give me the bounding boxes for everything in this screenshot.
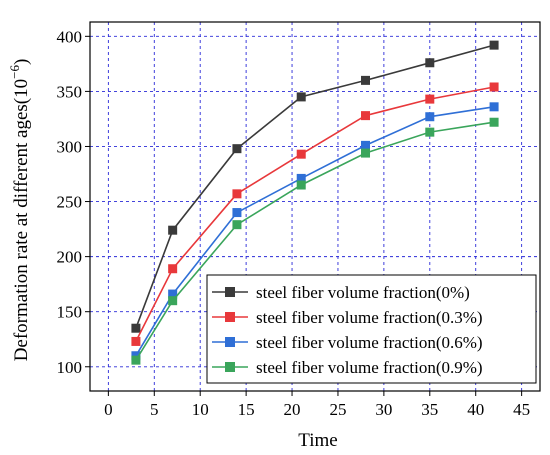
data-point xyxy=(361,148,371,158)
data-point xyxy=(232,189,242,199)
y-tick-label: 400 xyxy=(57,27,83,46)
data-point xyxy=(425,127,435,137)
data-point xyxy=(489,82,499,92)
axis-ticks: 0 5 10 15 20 25 30 35 40 45 100 150 200 250 300 350 400 xyxy=(57,27,531,419)
data-point xyxy=(361,111,371,121)
data-point xyxy=(168,264,178,274)
x-axis-label: Time xyxy=(298,430,337,451)
x-tick-label: 10 xyxy=(192,400,209,419)
x-tick-label: 20 xyxy=(284,400,301,419)
legend-label: steel fiber volume fraction(0.6%) xyxy=(256,333,483,352)
y-tick-label: 250 xyxy=(57,193,83,212)
data-point xyxy=(232,208,242,218)
legend-marker xyxy=(225,362,235,372)
x-tick-label: 0 xyxy=(104,400,113,419)
data-point xyxy=(361,140,371,150)
data-point xyxy=(232,144,242,154)
legend: steel fiber volume fraction(0%) steel fi… xyxy=(206,274,537,384)
data-point xyxy=(296,149,306,159)
legend-entry: steel fiber volume fraction(0.3%) xyxy=(212,308,483,327)
y-axis-label-main: Deformation rate at different ages(10 xyxy=(11,79,32,361)
data-point xyxy=(168,225,178,235)
data-point xyxy=(131,336,141,346)
x-tick-label: 25 xyxy=(329,400,346,419)
x-tick-label: 30 xyxy=(375,400,392,419)
legend-label: steel fiber volume fraction(0%) xyxy=(256,283,470,302)
data-point xyxy=(425,94,435,104)
y-tick-label: 100 xyxy=(57,358,83,377)
data-point xyxy=(296,173,306,183)
series-1 xyxy=(131,82,499,346)
legend-box xyxy=(206,274,537,384)
series-3 xyxy=(131,117,499,365)
data-point xyxy=(232,220,242,230)
data-point xyxy=(296,92,306,102)
legend-marker xyxy=(225,312,235,322)
x-tick-label: 5 xyxy=(150,400,159,419)
data-point xyxy=(489,117,499,127)
legend-entry: steel fiber volume fraction(0.6%) xyxy=(212,333,483,352)
data-point xyxy=(361,75,371,85)
legend-label: steel fiber volume fraction(0.3%) xyxy=(256,308,483,327)
x-tick-label: 35 xyxy=(421,400,438,419)
plot-frame xyxy=(89,21,541,392)
legend-marker xyxy=(225,337,235,347)
data-point xyxy=(489,102,499,112)
y-axis-label: Deformation rate at different ages(10−6) xyxy=(7,59,32,362)
x-tick-label: 45 xyxy=(513,400,530,419)
legend-entry: steel fiber volume fraction(0%) xyxy=(212,283,470,302)
data-point xyxy=(296,180,306,190)
series-layer xyxy=(131,40,499,365)
data-point xyxy=(168,289,178,299)
legend-entry: steel fiber volume fraction(0.9%) xyxy=(212,358,483,377)
data-point xyxy=(131,355,141,365)
y-tick-label: 350 xyxy=(57,82,83,101)
x-tick-label: 15 xyxy=(238,400,255,419)
series-0 xyxy=(131,40,499,333)
data-point xyxy=(489,40,499,50)
data-point xyxy=(425,58,435,68)
y-axis-label-close: ) xyxy=(11,59,32,65)
y-tick-label: 150 xyxy=(57,303,83,322)
y-tick-label: 200 xyxy=(57,248,83,267)
legend-label: steel fiber volume fraction(0.9%) xyxy=(256,358,483,377)
y-axis-label-exponent: −6 xyxy=(7,65,22,79)
data-point xyxy=(131,323,141,333)
data-point xyxy=(168,296,178,306)
data-point xyxy=(425,112,435,122)
legend-marker xyxy=(225,287,235,297)
x-tick-label: 40 xyxy=(467,400,484,419)
y-tick-label: 300 xyxy=(57,137,83,156)
